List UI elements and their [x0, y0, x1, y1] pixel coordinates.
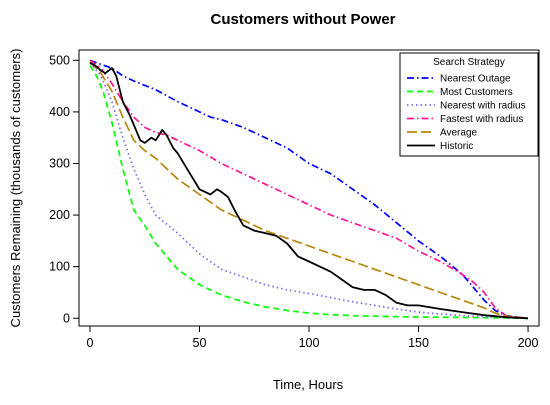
series-line-nearest-outage: [89, 59, 529, 320]
chart-title: Customers without Power: [210, 11, 395, 28]
legend-label-fastest-with-radius: Fastest with radius: [440, 114, 523, 125]
axes: 0 50 100 150 200 0 100 200 300 400 500: [49, 53, 538, 350]
legend-label-nearest-with-radius: Nearest with radius: [440, 101, 526, 112]
series-lines: [89, 59, 529, 320]
x-tick-label: 150: [408, 336, 429, 350]
legend-label-average: Average: [440, 128, 478, 139]
legend-label-most-customers: Most Customers: [440, 87, 513, 98]
x-tick-label: 200: [518, 336, 539, 350]
legend: Search Strategy Nearest Outage Most Custo…: [399, 52, 539, 157]
legend-entries: Nearest Outage Most Customers Nearest with…: [407, 74, 526, 152]
y-tick-label: 500: [49, 53, 70, 67]
series-line-fastest-with-radius: [89, 59, 529, 320]
y-tick-label: 0: [63, 311, 70, 325]
y-tick-label: 300: [49, 156, 70, 170]
series-line-average: [89, 61, 529, 320]
legend-label-nearest-outage: Nearest Outage: [440, 74, 511, 85]
legend-box: [399, 52, 539, 157]
x-axis-label: Time, Hours: [273, 377, 344, 392]
x-tick-label: 50: [193, 336, 207, 350]
legend-title: Search Strategy: [433, 57, 505, 68]
y-axis-label: Customers Remaining (thousands of custom…: [8, 49, 23, 328]
legend-label-historic: Historic: [440, 141, 473, 152]
y-tick-label: 200: [49, 208, 70, 222]
x-tick-label: 0: [86, 336, 93, 350]
y-tick-label: 100: [49, 260, 70, 274]
x-tick-label: 100: [299, 336, 320, 350]
y-tick-label: 400: [49, 105, 70, 119]
series-line-historic: [89, 62, 529, 320]
